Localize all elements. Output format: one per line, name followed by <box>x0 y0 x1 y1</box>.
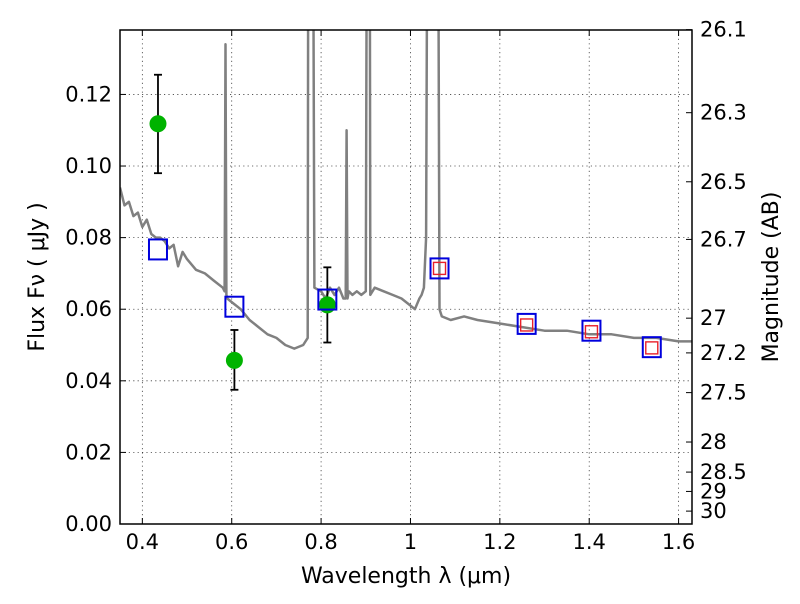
y-tick-label: 0.10 <box>65 154 112 178</box>
right-tick-label: 27.2 <box>700 341 747 365</box>
x-tick-label: 1.2 <box>483 530 516 554</box>
x-tick-label: 1.4 <box>573 530 606 554</box>
nir-flux-square <box>645 341 659 355</box>
model-flux-square <box>516 312 537 335</box>
right-tick-label: 28.5 <box>700 460 747 484</box>
x-tick-label: 1 <box>404 530 417 554</box>
right-tick-label: 27.5 <box>700 381 747 405</box>
right-tick-label: 26.3 <box>700 101 747 125</box>
right-tick-label: 26.7 <box>700 227 747 251</box>
marker-layer <box>147 73 662 391</box>
x-tick-label: 0.4 <box>126 530 159 554</box>
tick-layer: 0.4 0.6 0.8 1 1.2 1.4 1.6 0.00 0.02 0.04 0.06 0.08 0… <box>65 18 747 554</box>
right-tick-label: 28 <box>700 430 727 454</box>
plot-frame <box>119 29 693 525</box>
model-flux-square <box>641 336 662 359</box>
model-flux-square <box>429 257 450 280</box>
observed-flux-point <box>149 115 167 133</box>
nir-flux-square <box>519 318 534 332</box>
right-tick-label: 26.1 <box>700 18 747 42</box>
y-tick-label: 0.12 <box>65 82 112 106</box>
right-tick-label: 26.5 <box>700 170 747 194</box>
model-flux-square <box>147 238 168 261</box>
x-tick-label: 1.6 <box>662 530 695 554</box>
y-tick-label: 0.04 <box>65 369 112 393</box>
y-axis-title: Flux Fν ( μJy ) <box>25 202 50 351</box>
model-flux-square <box>224 295 245 318</box>
observed-flux-point <box>225 351 243 369</box>
x-tick-label: 0.6 <box>215 530 248 554</box>
right-tick-label: 30 <box>700 499 727 523</box>
right-tick-label: 29 <box>700 479 727 503</box>
model-flux-square <box>317 288 338 311</box>
nir-flux-square <box>432 261 447 276</box>
right-tick-label: 27 <box>700 306 727 330</box>
y-tick-label: 0.02 <box>65 440 112 464</box>
y-tick-label: 0.06 <box>65 297 112 321</box>
plot-background <box>120 30 692 524</box>
y-tick-label: 0.00 <box>65 512 112 536</box>
x-tick-label: 0.8 <box>304 530 337 554</box>
x-axis-title: Wavelength λ (μm) <box>301 564 511 589</box>
right-axis-title: Magnitude (AB) <box>759 192 784 363</box>
model-flux-square <box>581 319 602 342</box>
nir-flux-square <box>584 325 599 339</box>
y-tick-label: 0.08 <box>65 226 112 250</box>
